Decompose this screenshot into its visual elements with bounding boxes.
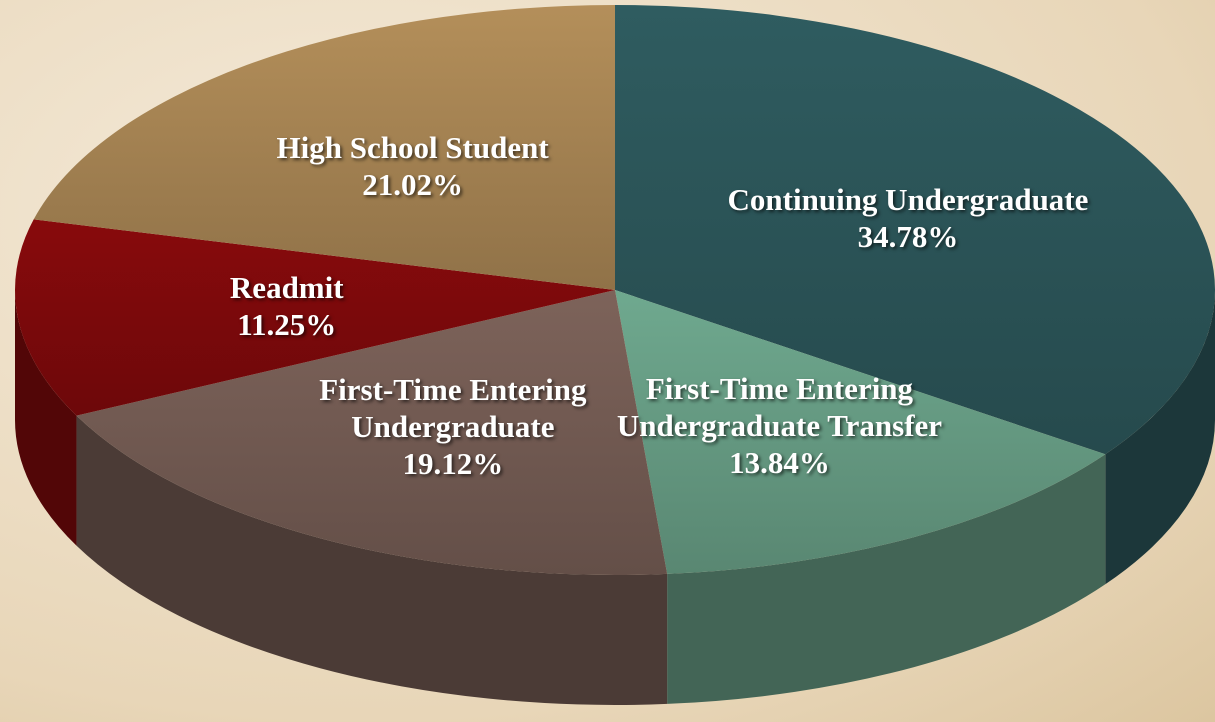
slice-label: Continuing Undergraduate 34.78%	[678, 181, 1138, 255]
slice-label: High School Student 21.02%	[233, 129, 593, 203]
category-label: High School Student	[276, 130, 549, 165]
slice	[15, 219, 616, 416]
value-label: 13.84%	[729, 445, 830, 481]
category-label: First-Time Entering Undergraduate	[319, 371, 587, 444]
category-label: Continuing Undergraduate	[727, 181, 1089, 217]
slice-side	[667, 454, 1106, 704]
slice	[76, 290, 668, 575]
slice-label: First-Time Entering Undergraduate Transf…	[569, 370, 989, 482]
slice-label: Readmit 11.25%	[187, 269, 387, 343]
slice	[33, 5, 615, 290]
slice-side	[1105, 290, 1215, 585]
slice-side	[15, 290, 77, 546]
category-label: First-Time Entering Undergraduate Transf…	[616, 371, 943, 444]
value-label: 34.78%	[857, 218, 959, 254]
slice	[615, 5, 1215, 455]
value-label: 11.25%	[237, 307, 337, 343]
slice-side	[76, 415, 668, 705]
category-label: Readmit	[229, 269, 344, 305]
value-label: 21.02%	[362, 167, 463, 203]
slice	[615, 290, 1106, 574]
value-label: 19.12%	[402, 446, 504, 482]
slice-label: First-Time Entering Undergraduate 19.12%	[283, 371, 623, 483]
